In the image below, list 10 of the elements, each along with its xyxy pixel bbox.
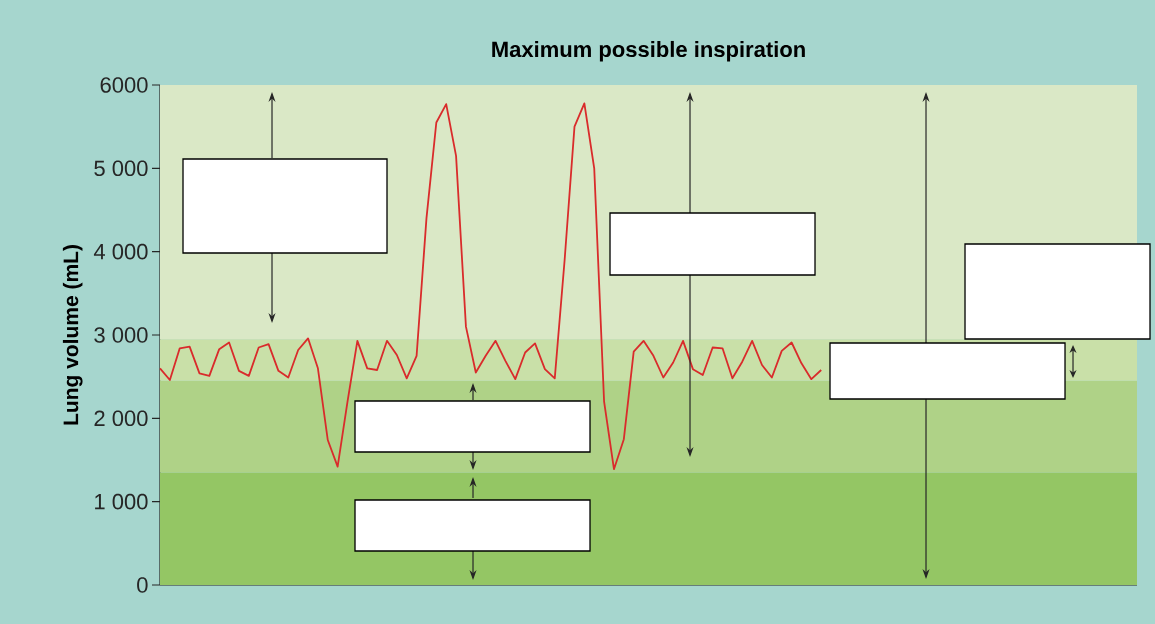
y-tick-label: 6000: [100, 77, 148, 93]
y-tick-label: 1 000: [95, 493, 148, 510]
y-axis-title: Lung volume (mL): [62, 245, 83, 425]
chart-title: Maximum possible inspiration: [492, 40, 805, 62]
line-series: [159, 102, 823, 471]
y-tick-label: 4 000: [93, 243, 148, 260]
y-tick-label: 0: [137, 577, 148, 593]
y-tick-label: 5 000: [94, 160, 148, 177]
y-tick-label: 2 000: [94, 410, 148, 427]
y-tick-label: 3 000: [94, 327, 148, 343]
